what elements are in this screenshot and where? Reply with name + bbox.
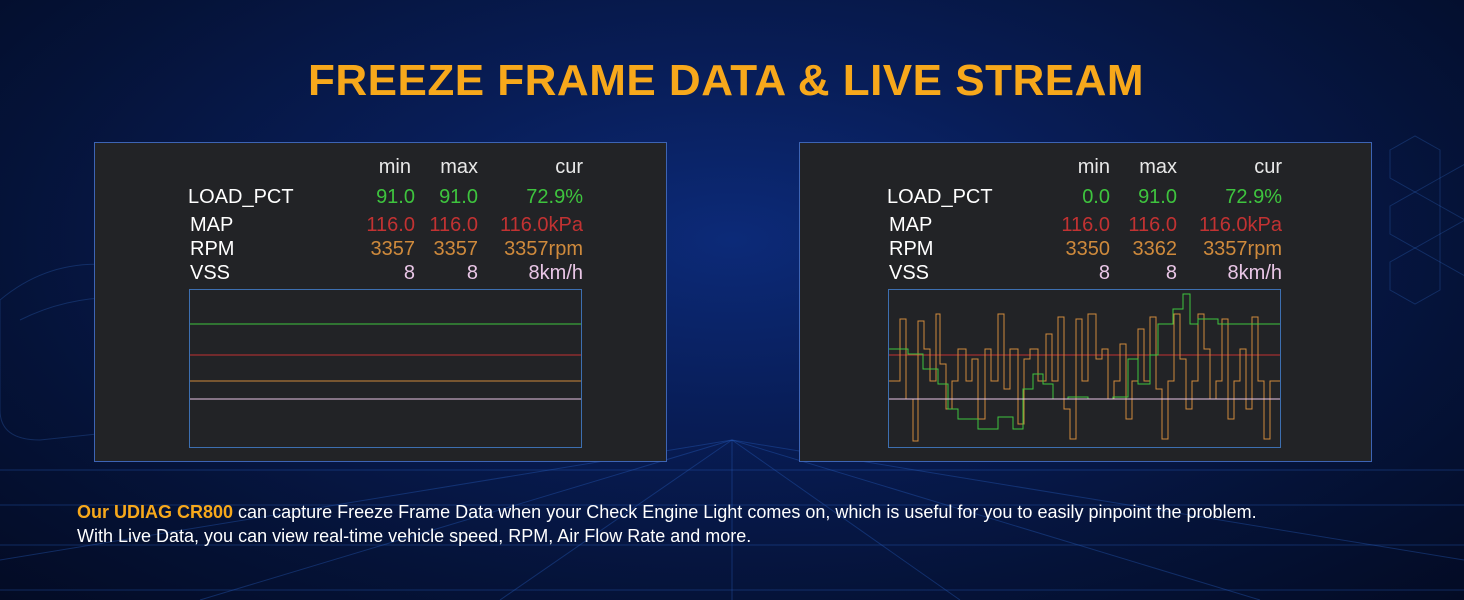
row-name-rpm: RPM bbox=[889, 238, 934, 260]
row-name-load-pct: LOAD_PCT bbox=[188, 186, 294, 208]
row-max-load-pct: 91.0 bbox=[1138, 186, 1177, 208]
header-max: max bbox=[1139, 156, 1177, 178]
row-min-map: 116.0 bbox=[1061, 214, 1110, 236]
header-min: min bbox=[1077, 156, 1110, 178]
row-cur-vss: 8km/h bbox=[1227, 262, 1282, 284]
row-min-load-pct: 0.0 bbox=[1082, 186, 1110, 208]
row-max-rpm: 3362 bbox=[1132, 238, 1178, 260]
row-max-vss: 8 bbox=[466, 262, 478, 284]
row-max-load-pct: 91.0 bbox=[439, 186, 478, 208]
description-text: Our UDIAG CR800 can capture Freeze Frame… bbox=[77, 500, 1437, 548]
brand-name: Our UDIAG CR800 bbox=[77, 502, 234, 522]
row-min-rpm: 3350 bbox=[1065, 238, 1111, 260]
row-cur-rpm: 3357rpm bbox=[504, 238, 583, 260]
live-stream-graph bbox=[888, 289, 1281, 448]
freeze-frame-panel: min max cur LOAD_PCT 91.0 91.0 72.9% MAP… bbox=[94, 142, 667, 462]
row-max-vss: 8 bbox=[1165, 262, 1177, 284]
row-min-map: 116.0 bbox=[366, 214, 415, 236]
row-name-load-pct: LOAD_PCT bbox=[887, 186, 993, 208]
row-min-vss: 8 bbox=[1098, 262, 1110, 284]
page-title: FREEZE FRAME DATA & LIVE STREAM bbox=[307, 56, 1144, 105]
header-cur: cur bbox=[1254, 156, 1282, 178]
row-cur-load-pct: 72.9% bbox=[1225, 186, 1282, 208]
row-name-map: MAP bbox=[889, 214, 933, 236]
row-max-map: 116.0 bbox=[1128, 214, 1177, 236]
row-cur-map: 116.0kPa bbox=[499, 214, 583, 236]
row-name-vss: VSS bbox=[190, 262, 231, 284]
row-cur-map: 116.0kPa bbox=[1198, 214, 1282, 236]
live-stream-panel: min max cur LOAD_PCT 0.0 91.0 72.9% MAP … bbox=[799, 142, 1372, 462]
description-line-1: Our UDIAG CR800 can capture Freeze Frame… bbox=[77, 500, 1437, 524]
header-max: max bbox=[440, 156, 478, 178]
row-min-load-pct: 91.0 bbox=[376, 186, 415, 208]
header-min: min bbox=[378, 156, 411, 178]
description-line-1-text: can capture Freeze Frame Data when your … bbox=[233, 502, 1257, 522]
rpm-trace bbox=[889, 313, 1280, 442]
row-max-rpm: 3357 bbox=[433, 238, 479, 260]
row-name-vss: VSS bbox=[889, 262, 930, 284]
row-min-vss: 8 bbox=[403, 262, 415, 284]
row-name-map: MAP bbox=[190, 214, 234, 236]
row-cur-vss: 8km/h bbox=[528, 262, 583, 284]
header-cur: cur bbox=[555, 156, 583, 178]
row-cur-rpm: 3357rpm bbox=[1203, 238, 1282, 260]
row-max-map: 116.0 bbox=[429, 214, 478, 236]
freeze-frame-graph bbox=[189, 289, 582, 448]
description-line-2: With Live Data, you can view real-time v… bbox=[77, 526, 752, 546]
load-pct-trace bbox=[889, 293, 1280, 430]
row-cur-load-pct: 72.9% bbox=[526, 186, 583, 208]
row-min-rpm: 3357 bbox=[370, 238, 416, 260]
row-name-rpm: RPM bbox=[190, 238, 235, 260]
